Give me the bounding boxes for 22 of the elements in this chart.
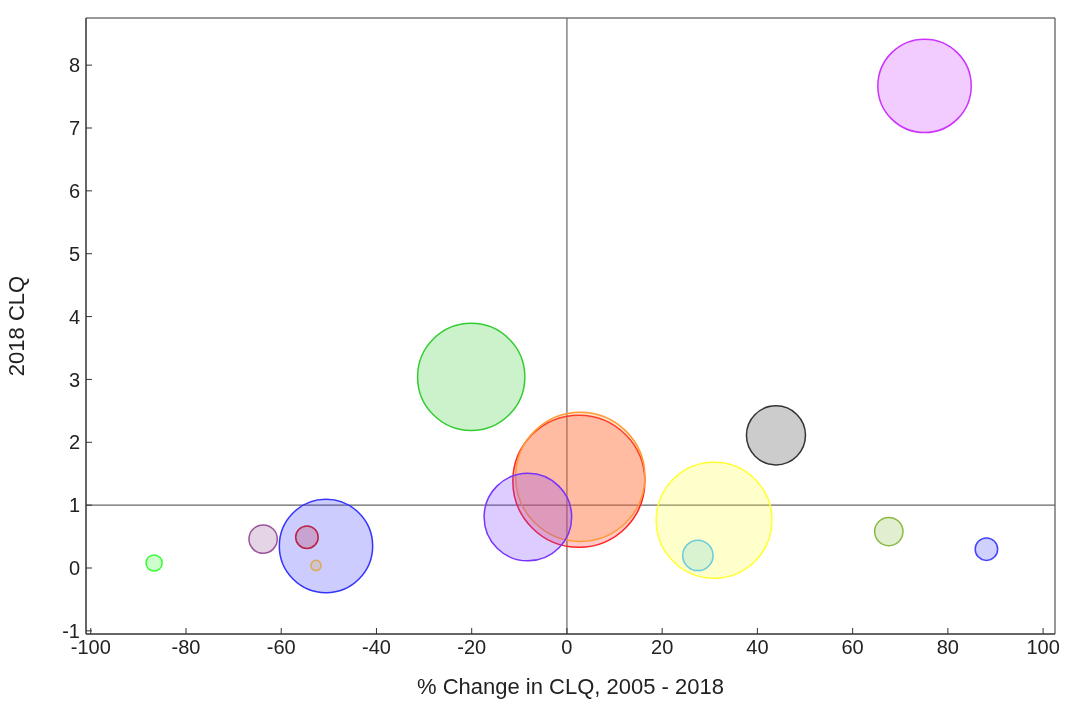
x-tick-label: -60 bbox=[266, 636, 296, 659]
y-tick-label: 6 bbox=[68, 179, 80, 202]
x-tick-label: -40 bbox=[362, 636, 391, 659]
y-tick-label: 7 bbox=[68, 117, 80, 140]
x-tick-label: -80 bbox=[171, 636, 201, 659]
y-tick-label: 1 bbox=[68, 494, 80, 517]
x-tick-label: 20 bbox=[651, 636, 674, 659]
x-tick-label: 40 bbox=[746, 636, 769, 659]
y-tick-label: 2 bbox=[68, 431, 80, 454]
x-tick-label: 100 bbox=[1026, 636, 1060, 659]
y-tick-label: 0 bbox=[68, 557, 80, 580]
y-tick-label: 5 bbox=[68, 242, 80, 265]
y-tick-label: 4 bbox=[68, 305, 80, 328]
y-tick-label: 8 bbox=[68, 54, 80, 77]
x-axis-title: % Change in CLQ, 2005 - 2018 bbox=[417, 674, 724, 699]
y-tick-label: 3 bbox=[68, 368, 80, 391]
x-tick-label: -20 bbox=[457, 636, 487, 659]
x-tick-label: 60 bbox=[841, 636, 864, 659]
x-tick-label: 0 bbox=[561, 636, 573, 659]
y-axis-title: 2018 CLQ bbox=[3, 275, 29, 377]
x-tick-label: 80 bbox=[936, 636, 959, 659]
y-tick-label: -1 bbox=[62, 619, 80, 642]
